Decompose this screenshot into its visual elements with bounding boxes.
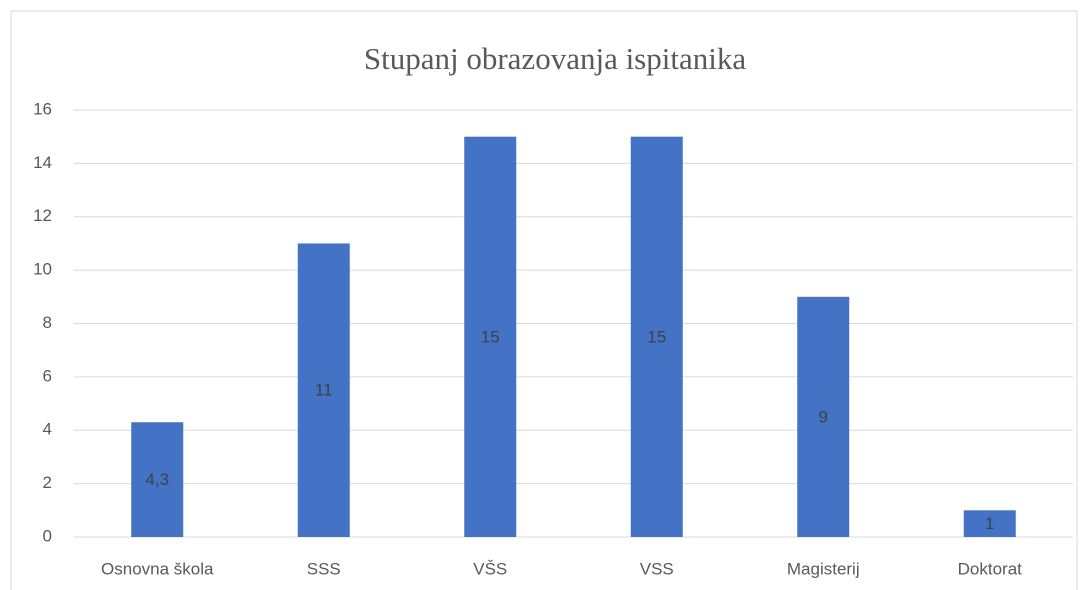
y-tick-label: 8 <box>43 313 52 332</box>
x-tick-label: VŠS <box>473 559 507 578</box>
x-tick-label: Doktorat <box>958 559 1023 578</box>
value-label: 9 <box>819 407 828 426</box>
bar <box>464 136 517 537</box>
value-label: 1 <box>985 514 994 533</box>
value-label: 15 <box>647 327 666 346</box>
y-tick-label: 16 <box>33 99 52 118</box>
bar <box>630 136 683 537</box>
y-tick-label: 10 <box>33 260 52 279</box>
x-tick-label: Osnovna škola <box>101 559 214 578</box>
value-label: 11 <box>315 381 333 400</box>
bar <box>963 510 1016 537</box>
y-tick-label: 6 <box>43 366 52 385</box>
value-label: 15 <box>481 327 500 346</box>
chart-title: Stupanj obrazovanja ispitanika <box>364 41 746 76</box>
x-tick-label: VSS <box>640 559 674 578</box>
y-tick-label: 0 <box>43 526 52 545</box>
bar <box>797 296 850 537</box>
y-tick-label: 4 <box>43 420 52 439</box>
chart-border <box>10 10 1078 590</box>
bar <box>297 243 350 537</box>
y-tick-label: 2 <box>43 473 52 492</box>
value-label: 4,3 <box>145 470 169 489</box>
x-tick-label: SSS <box>307 559 341 578</box>
y-tick-label: 14 <box>33 153 52 172</box>
x-tick-label: Magisterij <box>787 559 860 578</box>
y-tick-label: 12 <box>33 206 52 225</box>
bar <box>131 422 184 537</box>
